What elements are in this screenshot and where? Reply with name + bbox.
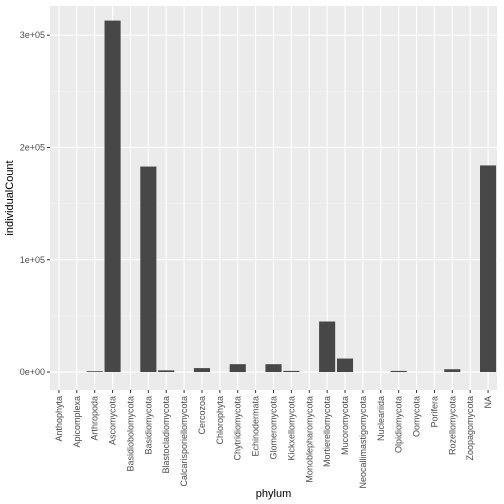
y-tick-label: 2e+05: [20, 142, 45, 152]
bar-glomeromycota: [265, 364, 282, 373]
x-axis-title: phylum: [256, 488, 291, 500]
bar-olpidiomycota: [390, 370, 407, 373]
x-tick-label: Rozellomycota: [447, 396, 457, 455]
x-tick-label: Basidiobolomycota: [125, 396, 135, 472]
bar-basidiomycota: [140, 166, 157, 373]
x-tick-label: Oomycota: [412, 396, 422, 437]
x-tick-label: NA: [483, 396, 493, 409]
x-tick-label: Apicomplexa: [72, 396, 82, 448]
x-tick-label: Neocallimastigomycota: [358, 396, 368, 489]
x-axis: Anthophyta Apicomplexa Arthropoda Ascomycot…: [54, 390, 493, 489]
x-tick-label: Chytridiomycota: [233, 396, 243, 461]
x-tick-label: Kickxellomycota: [286, 396, 296, 461]
bars: [86, 20, 497, 373]
x-tick-label: Cercozoa: [197, 396, 207, 435]
y-axis-title: individualCount: [4, 160, 16, 235]
bar-kickxellomycota: [283, 370, 300, 373]
bar-chytridiomycota: [229, 364, 246, 373]
x-tick-label: Porifera: [429, 396, 439, 428]
x-tick-label: Arthropoda: [90, 396, 100, 441]
bar-blastocladiomycota: [158, 370, 175, 373]
x-tick-label: Calcarisporiellomycota: [179, 396, 189, 487]
y-tick-label: 3e+05: [20, 30, 45, 40]
bar-mortierellomycota: [319, 321, 336, 373]
x-tick-label: Zoopagomycota: [465, 396, 475, 461]
x-tick-label: Nucleariida: [376, 396, 386, 441]
x-tick-label: Blastocladiomycota: [161, 396, 171, 474]
y-axis: 0e+00 1e+05 2e+05 3e+05: [20, 30, 50, 377]
bar-na: [480, 165, 497, 373]
x-tick-label: Olpidiomycota: [394, 396, 404, 453]
x-tick-label: Ascomycota: [108, 396, 118, 445]
x-tick-label: Mucoromycota: [340, 396, 350, 455]
x-tick-label: Anthophyta: [54, 396, 64, 442]
bar-ascomycota: [104, 20, 121, 373]
x-tick-label: Chlorophyta: [215, 396, 225, 445]
bar-rozellomycota: [444, 369, 461, 373]
x-tick-label: Glomeromycota: [269, 396, 279, 460]
bar-arthropoda: [86, 371, 103, 373]
bar-mucoromycota: [336, 358, 354, 373]
y-tick-label: 0e+00: [20, 367, 45, 377]
y-tick-label: 1e+05: [20, 255, 45, 265]
x-tick-label: Monoblepharomycota: [304, 396, 314, 483]
x-tick-label: Mortierellomycota: [322, 396, 332, 467]
x-tick-label: Basidiomycota: [143, 396, 153, 455]
bar-cercozoa: [193, 368, 211, 373]
x-tick-label: Echinodermata: [251, 396, 261, 457]
